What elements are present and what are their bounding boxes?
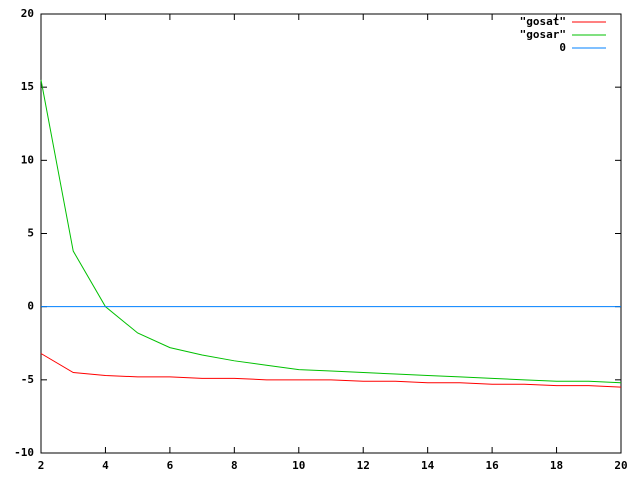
- legend-label: "gosat": [520, 15, 566, 28]
- x-tick-label: 14: [421, 459, 435, 472]
- y-tick-label: 0: [27, 300, 34, 313]
- series-line: [40, 79, 622, 384]
- series-line: [40, 353, 622, 388]
- x-tick-label: 2: [38, 459, 45, 472]
- x-tick-label: 6: [167, 459, 174, 472]
- x-tick-label: 12: [357, 459, 370, 472]
- x-tick-label: 4: [102, 459, 109, 472]
- y-tick-label: -10: [14, 446, 34, 459]
- x-tick-label: 8: [231, 459, 238, 472]
- y-tick-label: -5: [21, 373, 34, 386]
- y-tick-label: 20: [21, 7, 34, 20]
- x-tick-label: 10: [292, 459, 305, 472]
- x-tick-label: 18: [550, 459, 563, 472]
- x-tick-label: 16: [485, 459, 499, 472]
- y-tick-label: 10: [21, 153, 34, 166]
- x-tick-label: 20: [614, 459, 627, 472]
- y-tick-label: 15: [21, 80, 34, 93]
- legend-label: 0: [559, 41, 566, 54]
- y-tick-label: 5: [27, 227, 34, 240]
- legend-label: "gosar": [520, 28, 566, 41]
- plot-border: [40, 13, 622, 454]
